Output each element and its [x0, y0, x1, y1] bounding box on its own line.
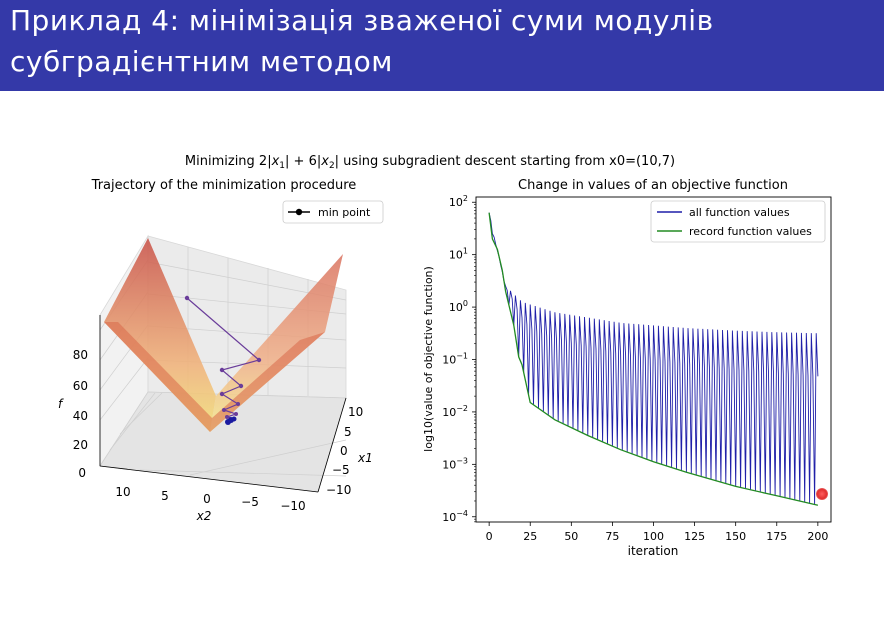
- x1-axis-line: [317, 397, 347, 493]
- svg-text:−5: −5: [332, 463, 350, 477]
- slide-title: Приклад 4: мінімізація зваженої суми мод…: [10, 4, 714, 37]
- min-point-cluster: [225, 416, 237, 425]
- legend-label-all: all function values: [689, 206, 790, 219]
- y-tick-label: 101: [449, 247, 468, 262]
- y-tick-label: 102: [449, 194, 468, 209]
- x-tick-label: 175: [766, 530, 787, 543]
- slide-header: Приклад 4: мінімізація зваженої суми мод…: [0, 0, 884, 91]
- objective-chart: Change in values of an objective functio…: [422, 178, 832, 558]
- surface-right-wing: [210, 254, 343, 432]
- x-tick-label: 0: [486, 530, 493, 543]
- y-tick-label: 10−2: [442, 404, 468, 419]
- mouse-cursor-indicator: [816, 488, 828, 500]
- svg-text:5: 5: [161, 489, 169, 503]
- svg-text:10: 10: [348, 405, 363, 419]
- objective-chart-title: Change in values of an objective functio…: [518, 178, 788, 193]
- y-tick-label: 10−3: [442, 456, 468, 471]
- y-tick-label: 100: [449, 299, 468, 314]
- objective-legend: all function values record function valu…: [650, 200, 826, 243]
- surface-front-edge: [104, 322, 325, 432]
- legend-label-record: record function values: [689, 225, 812, 238]
- series-record-function-values: [488, 212, 819, 506]
- x-ticks: 0 25 50 75 100 125 150 175 200: [486, 522, 828, 543]
- svg-text:−10: −10: [326, 483, 351, 497]
- trajectory-points: [184, 295, 262, 419]
- x1-tick-labels: 10 5 0 −5 −10: [326, 405, 363, 497]
- y-ticks: 102 101 100 10−1 10−2 10−3 10−4: [442, 194, 476, 524]
- x2-axis-label: x2: [196, 509, 212, 523]
- svg-text:20: 20: [73, 438, 88, 452]
- series-layer: [488, 212, 819, 506]
- svg-text:60: 60: [73, 379, 88, 393]
- svg-text:0: 0: [203, 492, 211, 506]
- figure-suptitle: Minimizing 2|x1| + 6|x2| using subgradie…: [185, 154, 675, 171]
- x-tick-label: 75: [605, 530, 619, 543]
- surface-plot: Trajectory of the minimization procedure: [58, 178, 384, 523]
- x2-tick-labels: 10 5 0 −5 −10: [115, 485, 305, 513]
- x-tick-label: 100: [643, 530, 664, 543]
- x-axis-label: iteration: [628, 544, 679, 558]
- svg-text:−5: −5: [241, 495, 259, 509]
- x-tick-label: 200: [807, 530, 828, 543]
- series-all-function-values: [488, 212, 819, 505]
- z-axis-label: f: [58, 397, 64, 411]
- surface-legend: min point: [282, 200, 384, 224]
- svg-text:80: 80: [73, 348, 88, 362]
- x-tick-label: 150: [725, 530, 746, 543]
- svg-text:0: 0: [78, 466, 86, 480]
- slide-title-continued: субградієнтним методом: [10, 45, 393, 78]
- z-tick-labels: 0 20 40 60 80: [73, 348, 88, 480]
- surface-plot-title: Trajectory of the minimization procedure: [91, 178, 357, 193]
- svg-text:10: 10: [115, 485, 130, 499]
- svg-text:−10: −10: [280, 499, 305, 513]
- svg-text:40: 40: [73, 409, 88, 423]
- x-tick-label: 125: [684, 530, 705, 543]
- y-axis-label: log10(value of objective function): [422, 266, 435, 452]
- x1-axis-label: x1: [357, 451, 373, 465]
- x-tick-label: 50: [564, 530, 578, 543]
- x2-axis-line: [99, 465, 319, 493]
- svg-text:min point: min point: [318, 206, 371, 219]
- svg-text:5: 5: [344, 425, 352, 439]
- y-tick-label: 10−1: [442, 352, 468, 367]
- surface-left-wing: [104, 238, 216, 432]
- y-tick-label: 10−4: [442, 509, 468, 524]
- svg-text:0: 0: [340, 444, 348, 458]
- x-tick-label: 25: [523, 530, 537, 543]
